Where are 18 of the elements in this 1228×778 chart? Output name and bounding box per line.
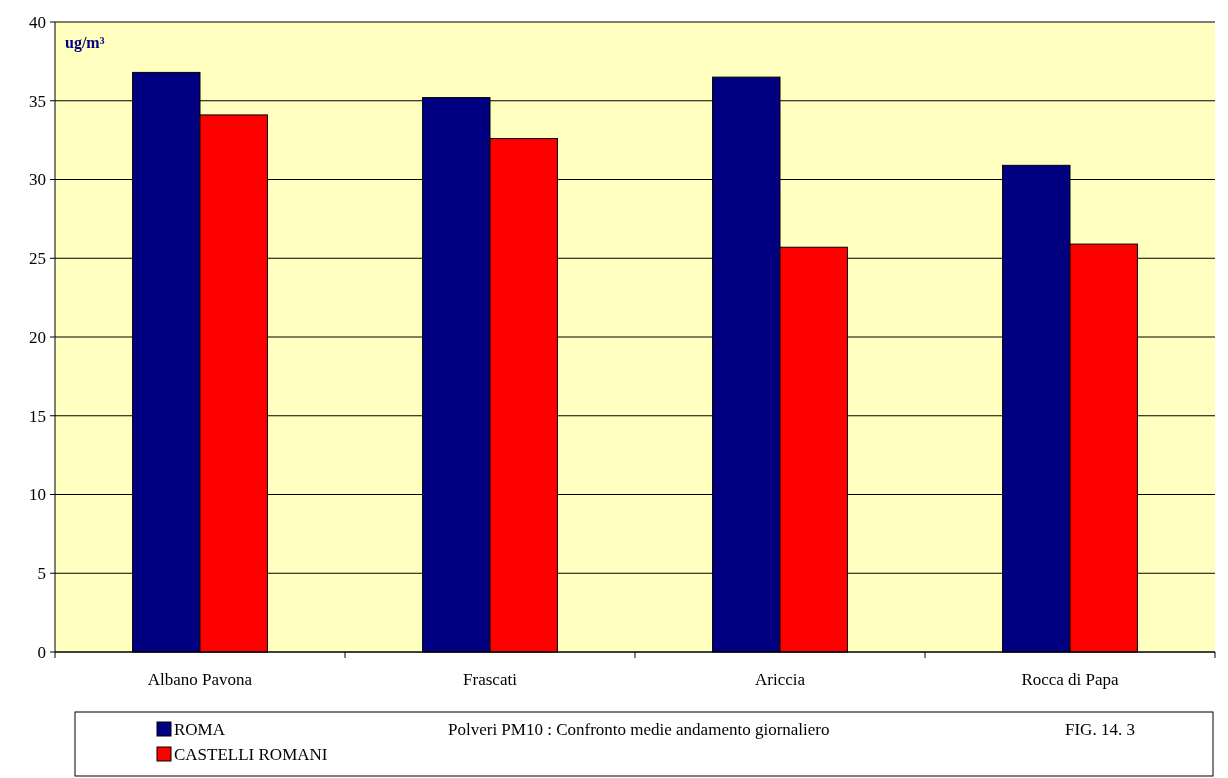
caption: FIG. 14. 3 — [1065, 720, 1135, 739]
text: Polveri PM10 : Confronto medie andamento giornaliero — [448, 720, 830, 739]
y-tick-label: 35 — [29, 91, 46, 111]
x-tick-label: Albano Pavona — [147, 670, 253, 689]
x-tick-label: Rocca di Papa — [1021, 670, 1120, 689]
y-tick-label: 40 — [29, 12, 46, 32]
x-tick-label: Frascati — [463, 670, 518, 689]
y-tick-label: 5 — [37, 564, 46, 584]
y-tick-label: 10 — [29, 485, 46, 505]
legend-label: CASTELLI ROMANI — [174, 745, 328, 764]
y-tick-label: 0 — [37, 642, 46, 662]
legend-label: ROMA — [174, 720, 226, 739]
y-tick-label: 20 — [29, 327, 46, 347]
y-tick-label: 30 — [29, 170, 46, 190]
y-tick-label: 25 — [29, 249, 46, 269]
y-axis-title: ug/m³ — [65, 34, 105, 52]
x-tick-label: Ariccia — [754, 670, 806, 689]
y-tick-label: 15 — [29, 406, 46, 426]
